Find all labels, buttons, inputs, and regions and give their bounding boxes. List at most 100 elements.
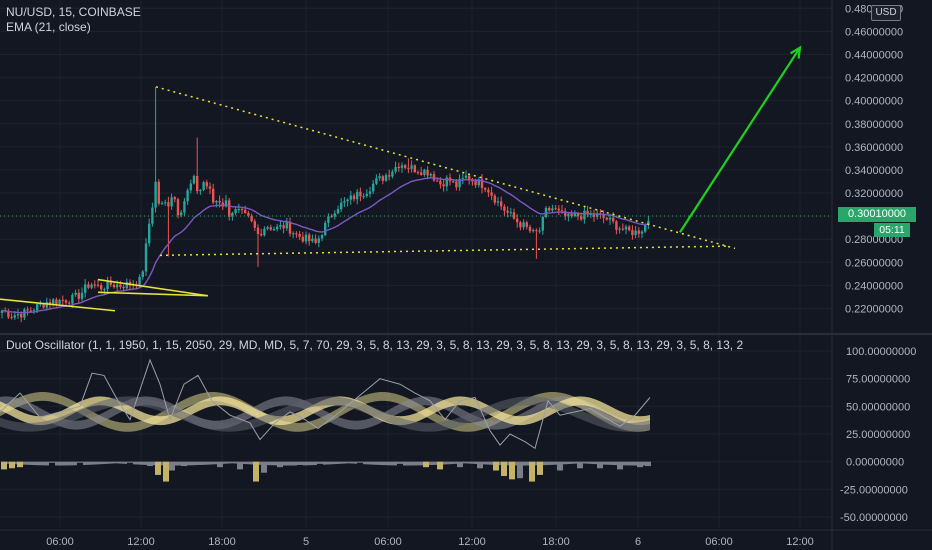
histogram-bar <box>363 461 365 465</box>
histogram-bar <box>463 461 465 464</box>
candle-body <box>372 183 375 192</box>
oscillator-histogram <box>1 461 651 482</box>
candle-body <box>477 179 480 186</box>
histogram-bar <box>211 461 213 465</box>
candle-body <box>285 221 288 229</box>
price-axis-label: 0.34000000 <box>845 165 903 177</box>
histogram-bar <box>173 461 175 471</box>
candle-body <box>272 229 276 231</box>
histogram-bar <box>345 461 347 464</box>
histogram-bar <box>427 461 429 468</box>
histogram-bar <box>327 461 329 465</box>
histogram-bar <box>471 461 473 464</box>
candle-body <box>205 182 208 187</box>
histogram-bar <box>555 461 557 465</box>
price-axis-label: 0.28000000 <box>845 234 903 246</box>
histogram-bar <box>289 461 291 466</box>
candle-body <box>314 238 317 243</box>
histogram-bar <box>367 461 369 465</box>
candle-body <box>269 227 272 230</box>
candle-body <box>442 184 445 187</box>
histogram-bar <box>305 461 307 466</box>
candle-body <box>87 284 90 288</box>
candle-body <box>292 233 295 235</box>
histogram-bar <box>243 461 245 464</box>
histogram-bar <box>351 461 353 464</box>
ema-legend[interactable]: EMA (21, close) <box>6 20 91 34</box>
histogram-bar <box>227 461 229 464</box>
histogram-bar <box>53 461 55 463</box>
histogram-bar <box>525 461 527 466</box>
histogram-bar <box>495 461 497 471</box>
histogram-bar <box>185 461 187 467</box>
candle-body <box>564 211 567 217</box>
histogram-bar <box>307 461 309 466</box>
histogram-bar <box>383 461 385 466</box>
histogram-bar <box>133 461 135 465</box>
histogram-bar <box>609 461 611 465</box>
histogram-bar <box>47 461 49 466</box>
histogram-bar <box>65 461 67 466</box>
histogram-bar <box>401 461 403 464</box>
histogram-bar <box>569 461 571 464</box>
histogram-bar <box>259 461 261 465</box>
candle-body <box>356 191 359 200</box>
candle-body <box>429 174 432 176</box>
histogram-bar <box>533 461 535 482</box>
candle-body <box>32 310 36 312</box>
histogram-bar <box>481 461 483 469</box>
histogram-bar <box>177 461 179 466</box>
candle-body <box>7 311 10 318</box>
histogram-bar <box>491 461 493 465</box>
candle-body <box>224 200 228 207</box>
candle-body <box>279 225 282 227</box>
histogram-bar <box>605 461 607 465</box>
histogram-bar <box>237 461 239 470</box>
candle-body <box>317 238 320 243</box>
candles <box>0 86 650 323</box>
symbol-legend[interactable]: NU/USD, 15, COINBASE <box>6 5 141 19</box>
candle-body <box>208 186 212 189</box>
time-axis-label: 18:00 <box>542 536 570 548</box>
histogram-bar <box>209 461 211 465</box>
pennant-upper-line <box>97 278 209 297</box>
histogram-bar <box>19 461 21 468</box>
histogram-bar <box>273 461 275 466</box>
candle-body <box>634 230 637 236</box>
histogram-bar <box>529 461 531 482</box>
histogram-bar <box>633 461 635 466</box>
candle-body <box>64 300 68 303</box>
candle-body <box>420 172 423 175</box>
candle-body <box>407 167 410 169</box>
candle-body <box>192 175 196 184</box>
histogram-bar <box>121 461 123 464</box>
histogram-bar <box>397 461 399 464</box>
histogram-bar <box>137 461 139 465</box>
candle-body <box>583 210 586 220</box>
histogram-bar <box>329 461 331 465</box>
histogram-bar <box>527 461 529 466</box>
candle-body <box>423 169 426 175</box>
histogram-bar <box>9 461 11 469</box>
candle-body <box>215 200 218 203</box>
currency-button[interactable]: USD <box>871 5 901 21</box>
histogram-bar <box>167 461 169 482</box>
candle-body <box>100 285 103 290</box>
candle-body <box>458 178 461 188</box>
histogram-bar <box>551 461 553 465</box>
histogram-bar <box>567 461 569 465</box>
oscillator-legend[interactable]: Duot Oscillator (1, 1, 1950, 1, 15, 2050… <box>6 338 744 352</box>
candle-body <box>327 216 330 223</box>
histogram-bar <box>155 461 157 475</box>
candle-body <box>474 181 477 186</box>
histogram-bar <box>489 461 491 465</box>
candle-body <box>20 314 23 318</box>
histogram-bar <box>409 461 411 466</box>
candle-body <box>490 192 493 196</box>
histogram-bar <box>611 461 613 465</box>
candle-body <box>519 222 522 228</box>
histogram-bar <box>395 461 397 466</box>
candle-body <box>93 284 96 286</box>
histogram-bar <box>13 461 15 469</box>
